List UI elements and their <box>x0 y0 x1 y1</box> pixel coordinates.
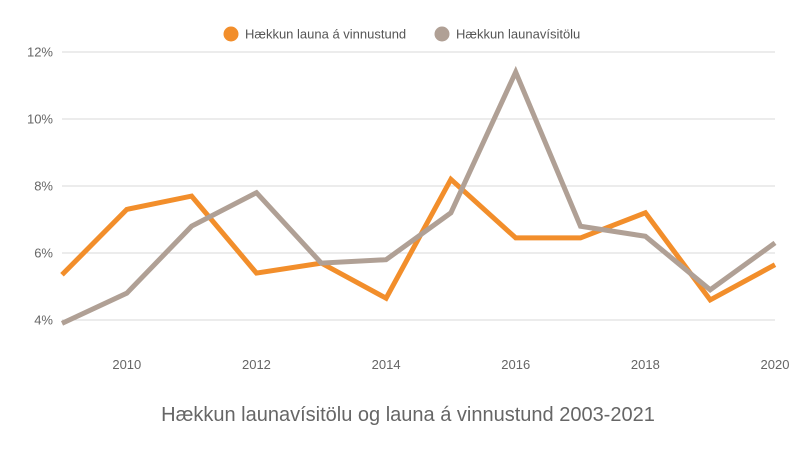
legend: Hækkun launa á vinnustund Hækkun launavís… <box>223 26 580 42</box>
x-axis: 2010 2012 2014 2016 2018 2020 <box>112 357 789 372</box>
y-tick-label: 10% <box>27 112 53 127</box>
x-tick-label: 2010 <box>112 357 141 372</box>
legend-swatch <box>434 26 450 42</box>
series-line-2 <box>60 65 777 326</box>
chart-title: Hækkun launavísitölu og launa á vinnustu… <box>161 404 655 426</box>
x-tick-label: 2012 <box>242 357 271 372</box>
series-line-1 <box>60 175 777 304</box>
y-axis: 4% 6% 8% 10% 12% <box>27 45 53 328</box>
x-tick-label: 2020 <box>761 357 790 372</box>
y-tick-label: 8% <box>34 179 53 194</box>
legend-label: Hækkun launa á vinnustund <box>245 27 406 42</box>
series-lines <box>60 65 777 326</box>
legend-swatch <box>223 26 239 42</box>
y-tick-label: 6% <box>34 246 53 261</box>
x-tick-label: 2018 <box>631 357 660 372</box>
x-tick-label: 2014 <box>372 357 401 372</box>
x-tick-label: 2016 <box>501 357 530 372</box>
legend-label: Hækkun launavísitölu <box>456 27 580 42</box>
y-tick-label: 12% <box>27 45 53 60</box>
y-tick-label: 4% <box>34 313 53 328</box>
grid-lines <box>62 51 775 321</box>
